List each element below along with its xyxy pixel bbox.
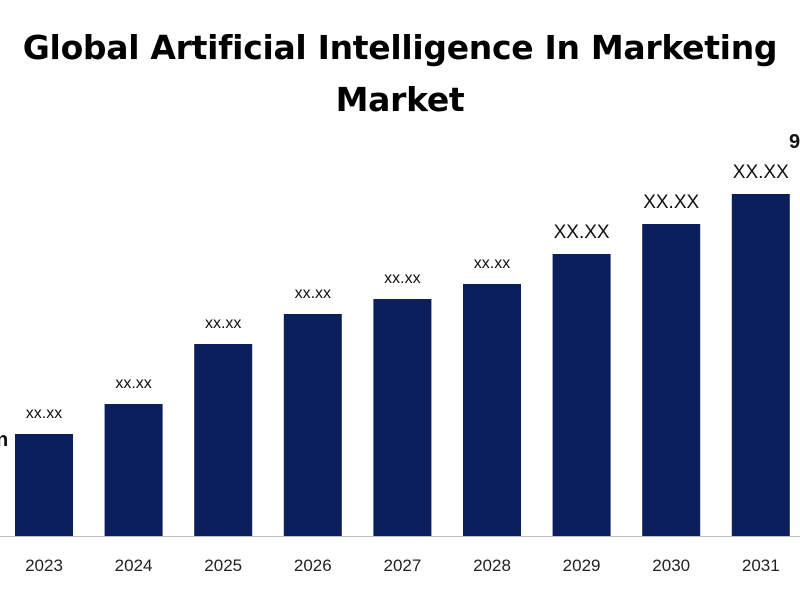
right-edge-label-fragment: 9	[789, 131, 800, 153]
data-label-2024: xx.xx	[115, 375, 151, 392]
bar-2024	[104, 404, 163, 536]
data-label-2023: xx.xx	[26, 405, 62, 422]
bar-2025	[194, 344, 253, 536]
data-label-2025: xx.xx	[205, 315, 241, 332]
bar-2031	[731, 194, 790, 536]
data-label-2026: xx.xx	[295, 285, 331, 302]
bar-2028	[463, 284, 521, 536]
chart-title: Global Artificial Intelligence In Market…	[22, 28, 778, 119]
bar-2023	[15, 434, 73, 536]
data-labels-layer: xx.xx xx.xx xx.xx xx.xx xx.xx xx.xx XX.XX XX.XX…	[26, 162, 789, 422]
x-tick-2030: 2030	[652, 556, 690, 575]
x-tick-2025: 2025	[204, 556, 242, 575]
bars-layer	[15, 194, 790, 536]
left-edge-label-fragment: n	[0, 429, 8, 451]
data-label-2030: XX.XX	[643, 192, 699, 213]
x-axis-ticks: 2023 2024 2025 2026 2027 2028 2029 2030 2031	[25, 556, 780, 575]
data-label-2031: XX.XX	[733, 162, 789, 183]
x-tick-2029: 2029	[563, 556, 601, 575]
x-tick-2031: 2031	[742, 556, 780, 575]
data-label-2028: xx.xx	[474, 255, 510, 272]
x-tick-2027: 2027	[383, 556, 421, 575]
x-tick-2028: 2028	[473, 556, 511, 575]
bar-2026	[283, 314, 342, 536]
data-label-2027: xx.xx	[384, 270, 420, 287]
x-tick-2023: 2023	[25, 556, 63, 575]
bar-2029	[552, 254, 611, 536]
data-label-2029: XX.XX	[554, 222, 610, 243]
x-tick-2026: 2026	[294, 556, 332, 575]
bar-2030	[642, 224, 701, 536]
bar-2027	[373, 299, 432, 536]
x-tick-2024: 2024	[115, 556, 153, 575]
